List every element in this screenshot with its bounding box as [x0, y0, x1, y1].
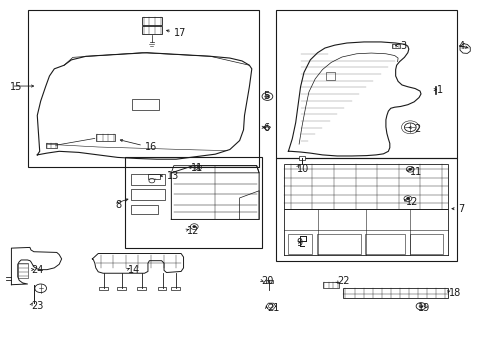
Bar	[131, 174, 164, 185]
Text: 7: 7	[457, 204, 464, 215]
Text: 24: 24	[31, 265, 43, 275]
Bar	[18, 263, 28, 278]
Text: 8: 8	[115, 200, 121, 210]
Text: 14: 14	[127, 265, 140, 275]
Bar	[46, 143, 57, 148]
Text: 15: 15	[10, 82, 23, 92]
Circle shape	[149, 179, 155, 183]
Circle shape	[192, 226, 195, 228]
Text: 11: 11	[409, 167, 422, 177]
Bar	[323, 282, 338, 288]
Text: 12: 12	[406, 197, 418, 207]
Text: 13: 13	[166, 171, 179, 181]
Bar	[96, 134, 115, 140]
Bar	[288, 234, 311, 253]
Bar	[265, 280, 273, 283]
Bar	[158, 287, 166, 291]
Bar	[391, 44, 399, 48]
Text: 10: 10	[296, 164, 308, 174]
Text: 16: 16	[144, 141, 157, 152]
Text: 9: 9	[296, 238, 302, 248]
Text: 23: 23	[31, 301, 43, 311]
Text: 21: 21	[267, 303, 279, 313]
Bar	[365, 234, 405, 253]
Bar	[148, 174, 160, 179]
Text: 5: 5	[263, 91, 269, 102]
Text: 11: 11	[190, 163, 203, 173]
Text: 3: 3	[400, 41, 406, 51]
Bar	[142, 26, 161, 34]
Text: 19: 19	[417, 303, 429, 313]
Circle shape	[408, 168, 411, 170]
Text: 20: 20	[261, 276, 273, 286]
Bar	[125, 157, 261, 248]
Bar	[342, 288, 447, 298]
Text: 22: 22	[336, 276, 349, 286]
Bar	[131, 189, 164, 200]
Bar	[276, 158, 456, 261]
Text: 2: 2	[413, 124, 420, 134]
Bar	[284, 164, 447, 209]
Bar	[99, 287, 108, 291]
Bar	[132, 99, 159, 110]
Bar	[137, 287, 146, 291]
Text: 6: 6	[263, 123, 268, 133]
Bar	[326, 72, 334, 80]
Bar	[299, 156, 305, 159]
Circle shape	[406, 198, 408, 200]
Text: 18: 18	[448, 288, 461, 298]
Bar	[142, 17, 161, 25]
Text: 17: 17	[173, 28, 186, 38]
Bar	[131, 205, 158, 214]
Bar	[27, 10, 259, 167]
Text: 1: 1	[436, 85, 442, 95]
Circle shape	[196, 166, 199, 168]
Text: 12: 12	[186, 226, 199, 236]
Bar	[171, 287, 180, 291]
Bar	[117, 287, 125, 291]
Bar	[409, 234, 443, 253]
Bar	[276, 10, 456, 158]
Text: 4: 4	[457, 41, 463, 51]
Bar	[316, 234, 360, 253]
